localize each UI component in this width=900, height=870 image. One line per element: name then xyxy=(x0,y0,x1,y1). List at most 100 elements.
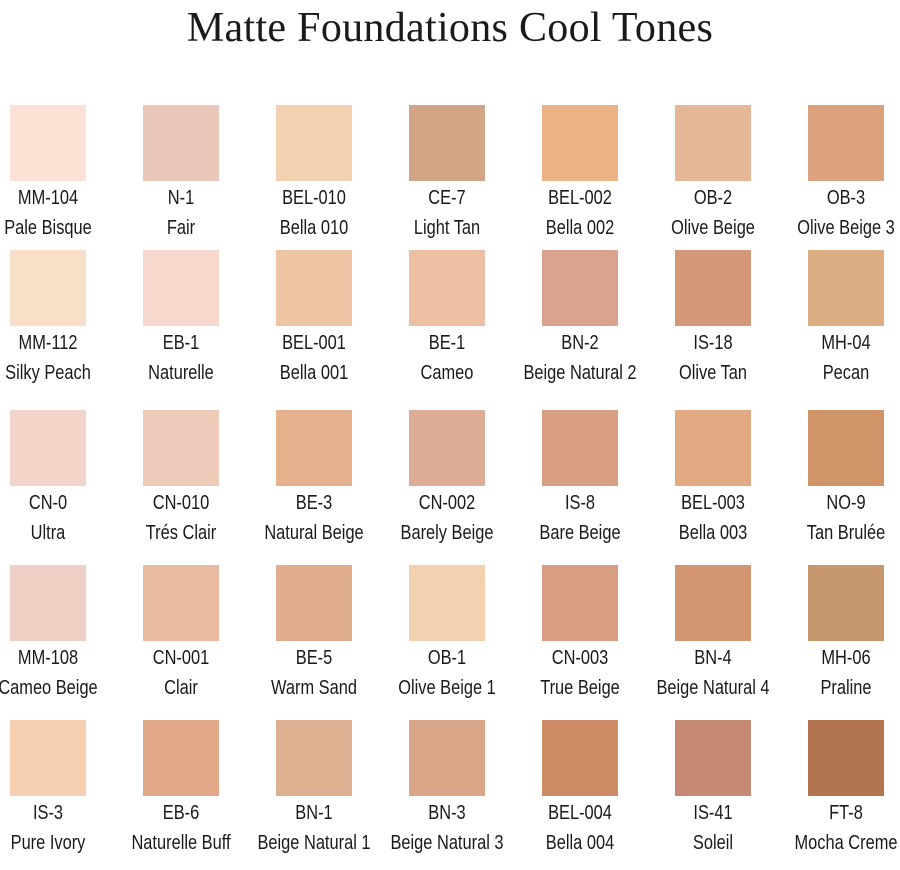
color-swatch xyxy=(409,565,485,641)
shade-name: Mocha Creme xyxy=(794,832,898,854)
shade-code: BEL-010 xyxy=(282,187,346,209)
shade-name: Warm Sand xyxy=(271,677,357,699)
swatch-item: BEL-002 Bella 002 xyxy=(514,105,646,255)
shade-code: NO-9 xyxy=(826,492,866,514)
swatch-item: EB-6 Naturelle Buff xyxy=(115,720,247,870)
shade-code: OB-1 xyxy=(427,647,467,669)
color-swatch xyxy=(143,720,219,796)
color-swatch xyxy=(808,720,884,796)
shade-name: Olive Tan xyxy=(678,362,748,384)
shade-name: Bella 010 xyxy=(279,217,349,239)
swatch-item: BN-3 Beige Natural 3 xyxy=(381,720,513,870)
shade-name: Pale Bisque xyxy=(4,217,92,239)
swatch-item: CN-001 Clair xyxy=(115,565,247,715)
color-swatch xyxy=(276,720,352,796)
color-swatch xyxy=(808,565,884,641)
swatch-item: IS-18 Olive Tan xyxy=(647,250,779,400)
swatch-item: IS-41 Soleil xyxy=(647,720,779,870)
swatch-item: N-1 Fair xyxy=(115,105,247,255)
color-swatch xyxy=(675,565,751,641)
shade-code: CE-7 xyxy=(428,187,466,209)
shade-code: CN-0 xyxy=(28,492,68,514)
color-swatch xyxy=(542,250,618,326)
color-swatch xyxy=(675,720,751,796)
swatch-item: BEL-010 Bella 010 xyxy=(248,105,380,255)
shade-code: BEL-001 xyxy=(282,332,346,354)
shade-name: Cameo xyxy=(420,362,474,384)
swatch-item: MM-104 Pale Bisque xyxy=(0,105,114,255)
shade-code: BEL-004 xyxy=(548,802,612,824)
color-swatch xyxy=(409,105,485,181)
shade-code: MM-104 xyxy=(17,187,79,209)
color-swatch xyxy=(276,410,352,486)
color-swatch xyxy=(542,410,618,486)
shade-name: Naturelle Buff xyxy=(131,832,231,854)
swatch-item: IS-3 Pure Ivory xyxy=(0,720,114,870)
color-swatch xyxy=(143,105,219,181)
shade-name: Olive Beige 3 xyxy=(797,217,895,239)
shade-name: Barely Beige xyxy=(400,522,494,544)
swatch-item: BEL-001 Bella 001 xyxy=(248,250,380,400)
swatch-item: MM-112 Silky Peach xyxy=(0,250,114,400)
shade-code: BN-1 xyxy=(295,802,333,824)
shade-code: BE-5 xyxy=(295,647,333,669)
shade-code: CN-001 xyxy=(152,647,210,669)
shade-code: OB-3 xyxy=(826,187,866,209)
swatch-item: MH-06 Praline xyxy=(780,565,900,715)
shade-code: MH-04 xyxy=(821,332,871,354)
color-swatch xyxy=(10,105,86,181)
shade-name: Beige Natural 4 xyxy=(656,677,770,699)
color-swatch xyxy=(10,410,86,486)
color-swatch xyxy=(276,565,352,641)
color-swatch xyxy=(808,105,884,181)
shade-code: BE-3 xyxy=(295,492,333,514)
shade-name: Beige Natural 1 xyxy=(257,832,371,854)
color-swatch xyxy=(143,565,219,641)
shade-name: Natural Beige xyxy=(264,522,364,544)
shade-code: BN-4 xyxy=(694,647,732,669)
swatch-item: CN-0 Ultra xyxy=(0,410,114,560)
color-swatch xyxy=(409,720,485,796)
color-swatch xyxy=(276,250,352,326)
shade-code: MM-108 xyxy=(17,647,79,669)
shade-code: IS-8 xyxy=(564,492,596,514)
swatch-item: BN-2 Beige Natural 2 xyxy=(514,250,646,400)
shade-name: Soleil xyxy=(692,832,734,854)
shade-code: MM-112 xyxy=(18,332,78,354)
swatch-item: MH-04 Pecan xyxy=(780,250,900,400)
color-swatch xyxy=(10,565,86,641)
color-swatch xyxy=(409,250,485,326)
color-swatch xyxy=(10,250,86,326)
swatch-item: BEL-004 Bella 004 xyxy=(514,720,646,870)
swatch-item: BEL-003 Bella 003 xyxy=(647,410,779,560)
shade-code: MH-06 xyxy=(821,647,871,669)
shade-code: FT-8 xyxy=(829,802,863,824)
shade-code: N-1 xyxy=(167,187,195,209)
shade-code: EB-6 xyxy=(162,802,200,824)
color-swatch xyxy=(409,410,485,486)
swatch-item: BN-1 Beige Natural 1 xyxy=(248,720,380,870)
swatch-item: BE-5 Warm Sand xyxy=(248,565,380,715)
page-title: Matte Foundations Cool Tones xyxy=(186,5,714,51)
shade-name: Bella 001 xyxy=(279,362,349,384)
shade-code: BEL-003 xyxy=(681,492,745,514)
swatch-item: OB-1 Olive Beige 1 xyxy=(381,565,513,715)
swatch-item: OB-2 Olive Beige xyxy=(647,105,779,255)
swatch-item: EB-1 Naturelle xyxy=(115,250,247,400)
shade-name: Olive Beige 1 xyxy=(398,677,496,699)
swatch-item: NO-9 Tan Brulée xyxy=(780,410,900,560)
color-swatch xyxy=(542,565,618,641)
swatch-item: CN-010 Trés Clair xyxy=(115,410,247,560)
shade-name: Praline xyxy=(820,677,872,699)
swatch-item: MM-108 Cameo Beige xyxy=(0,565,114,715)
shade-name: Tan Brulée xyxy=(806,522,886,544)
shade-name: Pecan xyxy=(822,362,870,384)
color-swatch xyxy=(808,250,884,326)
shade-name: Fair xyxy=(166,217,196,239)
shade-name: True Beige xyxy=(540,677,620,699)
shade-name: Bella 002 xyxy=(545,217,615,239)
color-swatch xyxy=(675,250,751,326)
shade-name: Clair xyxy=(164,677,198,699)
shade-name: Naturelle xyxy=(148,362,214,384)
color-swatch xyxy=(143,250,219,326)
